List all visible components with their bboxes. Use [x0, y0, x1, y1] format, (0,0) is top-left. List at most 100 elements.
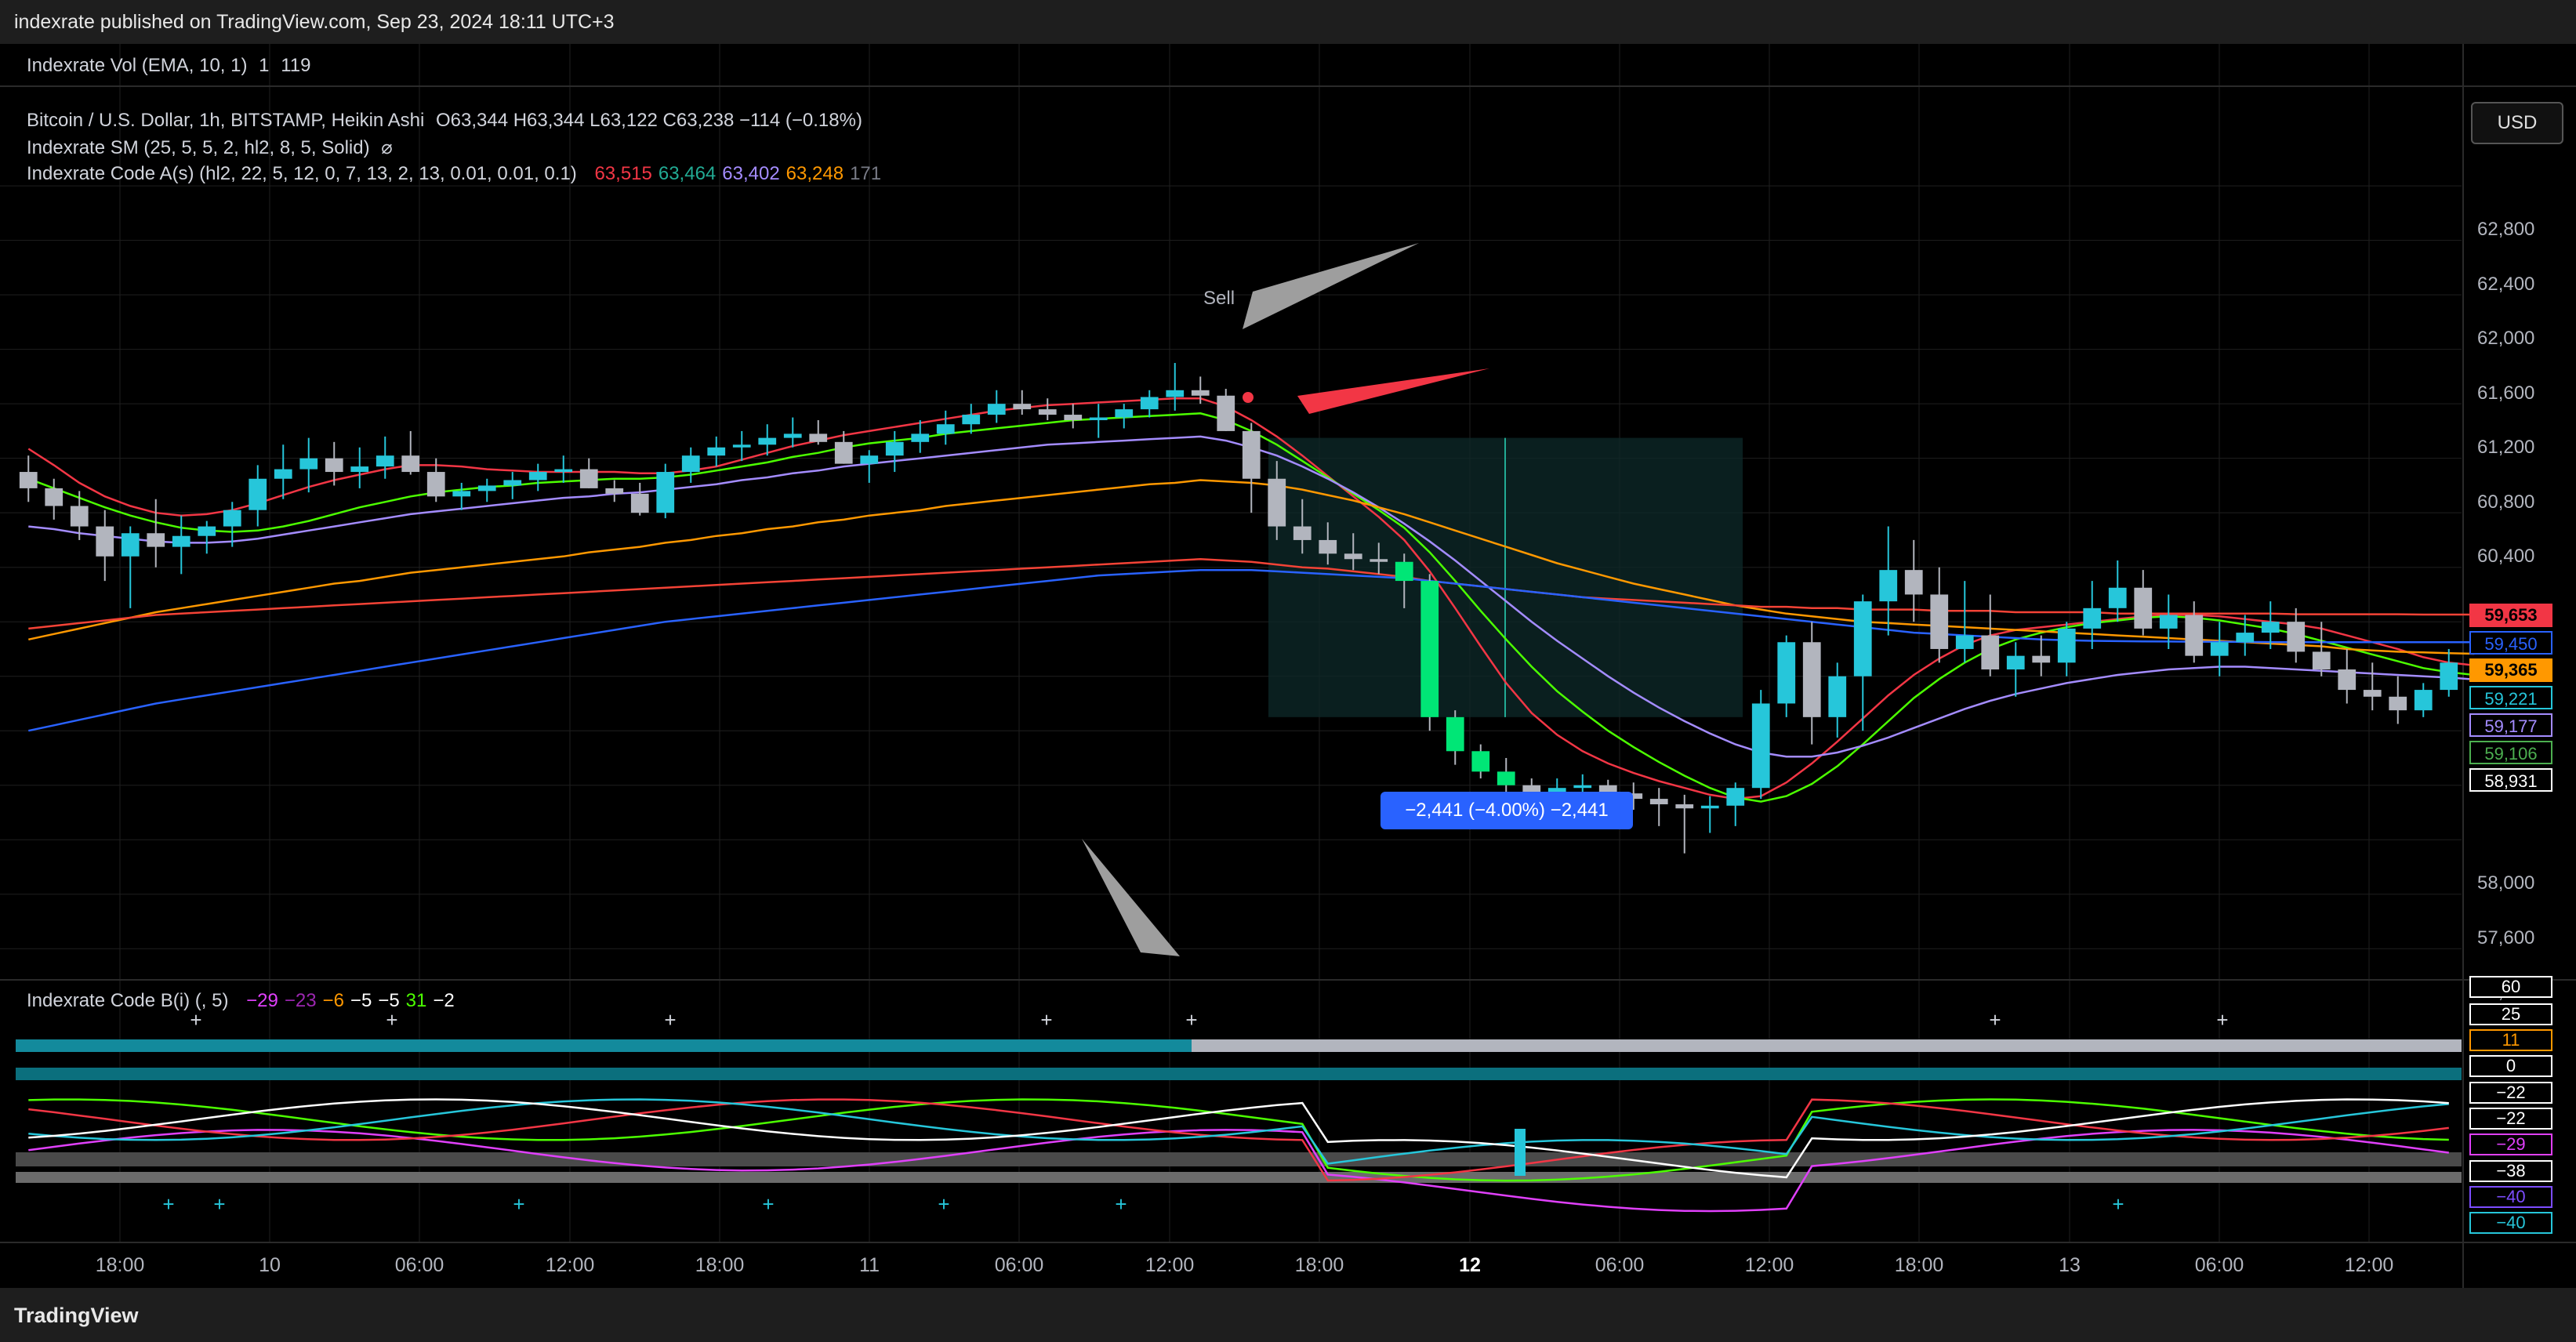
footer-brand: TradingView	[14, 1304, 139, 1327]
time-tick-label: 12:00	[545, 1254, 595, 1276]
legend-code-b-label: Indexrate Code B(i) (, 5)	[27, 990, 229, 1011]
candle	[656, 472, 675, 513]
candle	[2312, 651, 2331, 670]
time-tick-label: 06:00	[994, 1254, 1044, 1276]
candle	[1802, 642, 1821, 717]
time-tick-label: 18:00	[695, 1254, 745, 1276]
candle	[1904, 570, 1923, 595]
candle	[681, 455, 700, 473]
candle	[1395, 561, 1413, 582]
legend-code-b-value: −5	[350, 990, 372, 1011]
candle	[96, 526, 114, 557]
candle	[1649, 799, 1668, 805]
plus-mark: +	[2216, 1008, 2228, 1032]
candle	[1370, 559, 1388, 562]
candle	[1115, 409, 1134, 418]
candle	[758, 437, 777, 445]
candle	[1344, 553, 1362, 560]
legend-code-b-value: −23	[284, 990, 317, 1011]
series-line	[28, 568, 2475, 732]
plus-mark: +	[1185, 1008, 1197, 1032]
candle	[1930, 594, 1949, 649]
measure-label: −2,441 (−4.00%) −2,441	[1381, 792, 1633, 829]
candle	[732, 444, 751, 448]
arrow-annotation	[1243, 243, 1419, 329]
candle	[605, 488, 624, 494]
candle	[1981, 635, 2000, 670]
candle	[1064, 415, 1083, 421]
osc-tag: 25	[2469, 1003, 2552, 1025]
time-tick-label: 06:00	[1595, 1254, 1645, 1276]
candle	[2159, 615, 2178, 629]
time-tick-label: 12:00	[2344, 1254, 2394, 1276]
candle	[528, 472, 547, 481]
candle	[350, 466, 369, 473]
plus-mark: +	[1989, 1008, 2001, 1032]
legend-ohlc: O63,344 H63,344 L63,122 C63,238 −114 (−0…	[435, 110, 862, 131]
candle	[911, 433, 930, 442]
candle	[1268, 478, 1286, 527]
candle	[2210, 642, 2229, 656]
legend-code-b-value: −6	[322, 990, 344, 1011]
currency-button[interactable]: USD	[2471, 102, 2563, 144]
candle	[121, 533, 140, 557]
price-tag: 59,450	[2469, 631, 2552, 655]
legend-code-b-value: 31	[405, 990, 427, 1011]
candle	[2338, 669, 2356, 691]
candle	[2134, 587, 2153, 629]
candle	[70, 506, 89, 527]
candle	[1828, 676, 1847, 717]
tradingview-logo-icon[interactable]: TradingView	[14, 1304, 139, 1328]
time-tick-label: 12:00	[1145, 1254, 1195, 1276]
hidden-eye-icon[interactable]: ⌀	[381, 137, 393, 158]
price-tick-label: 57,600	[2477, 927, 2535, 948]
candle	[2108, 587, 2127, 608]
plus-mark: +	[386, 1008, 397, 1032]
candle	[2083, 608, 2102, 629]
legend-code-b[interactable]: Indexrate Code B(i) (, 5) −29 −23 −6 −5 −5 31…	[27, 990, 455, 1012]
candle	[1751, 703, 1770, 789]
candle	[1497, 771, 1515, 785]
plus-mark: +	[162, 1192, 174, 1216]
legend-code-a[interactable]: Indexrate Code A(s) (hl2, 22, 5, 12, 0, …	[27, 163, 881, 185]
time-tick-label: 12	[1459, 1254, 1481, 1276]
price-tick-label: 62,400	[2477, 273, 2535, 295]
candle	[2287, 622, 2306, 652]
price-tick-label: 61,600	[2477, 382, 2535, 404]
candle	[1319, 539, 1337, 554]
osc-line	[28, 1098, 2449, 1179]
osc-line	[28, 1098, 2449, 1165]
legend-code-b-value: −5	[378, 990, 400, 1011]
osc-tag: −29	[2469, 1133, 2552, 1155]
price-tick-label: 60,400	[2477, 546, 2535, 568]
candle	[2057, 628, 2076, 663]
published-text: indexrate published on TradingView.com, …	[14, 11, 615, 33]
plus-mark: +	[513, 1192, 524, 1216]
legend-sm[interactable]: Indexrate SM (25, 5, 5, 2, hl2, 8, 5, So…	[27, 136, 393, 159]
candle	[1853, 601, 1872, 676]
candle	[783, 433, 802, 438]
legend-vol-v2: 119	[281, 55, 311, 76]
candle	[223, 510, 241, 527]
legend-code-a-value: 63,515	[594, 163, 652, 184]
plus-mark: +	[1040, 1008, 1052, 1032]
osc-line	[28, 1129, 2449, 1213]
candle	[1573, 785, 1592, 789]
time-tick-label: 18:00	[1294, 1254, 1344, 1276]
plus-mark: +	[664, 1008, 676, 1032]
plus-mark: +	[213, 1192, 225, 1216]
legend-vol-v1: 1	[259, 55, 270, 76]
price-tag: 59,106	[2469, 741, 2552, 764]
candle	[834, 441, 853, 464]
candle	[2389, 696, 2407, 711]
legend-code-a-value: 171	[850, 163, 882, 184]
legend-code-a-label: Indexrate Code A(s) (hl2, 22, 5, 12, 0, …	[27, 163, 577, 184]
candle	[1726, 788, 1745, 806]
candle	[1955, 635, 1974, 649]
candle	[249, 478, 267, 510]
legend-main[interactable]: Bitcoin / U.S. Dollar, 1h, BITSTAMP, Hei…	[27, 110, 862, 132]
chart-canvas[interactable]: Sell + + + + + + + + + + + + + +	[0, 44, 2576, 1288]
candle	[2032, 655, 2051, 663]
legend-vol[interactable]: Indexrate Vol (EMA, 10, 1) 1 119	[27, 55, 310, 77]
osc-line	[28, 1098, 2449, 1182]
